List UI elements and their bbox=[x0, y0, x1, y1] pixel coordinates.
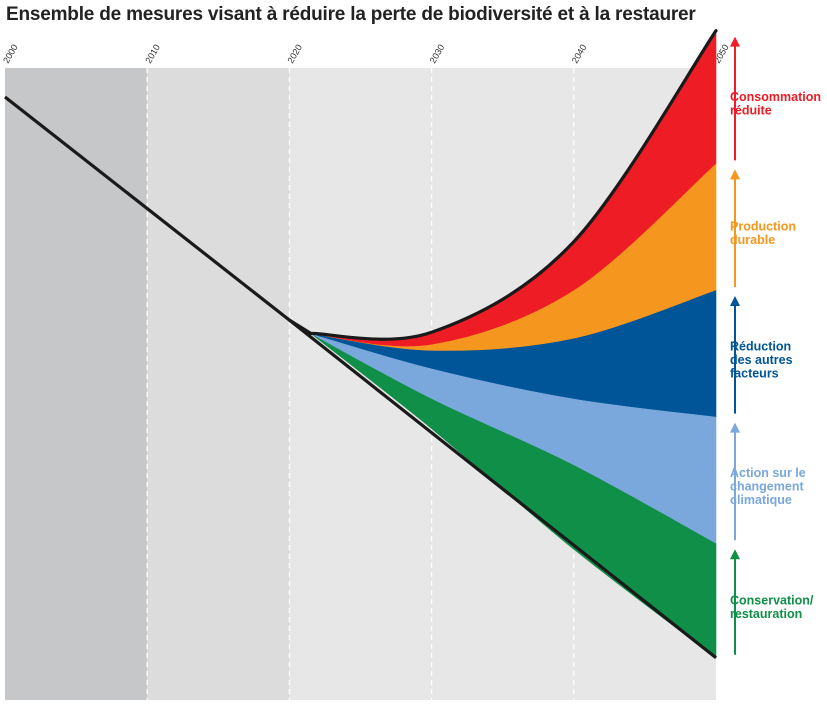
legend-label-3: Production durable bbox=[730, 219, 796, 247]
x-tick-label-2040: 2040 bbox=[570, 43, 589, 65]
x-tick-label-2020: 2020 bbox=[285, 43, 304, 65]
period-band-2010-2020 bbox=[147, 68, 290, 700]
chart-title: Ensemble de mesures visant à réduire la … bbox=[6, 4, 696, 25]
legend-arrow-head-0 bbox=[730, 549, 740, 560]
x-tick-label-2030: 2030 bbox=[428, 43, 447, 65]
legend-arrow-head-1 bbox=[730, 422, 740, 433]
upper-curve-line bbox=[287, 29, 718, 341]
period-band-2000-2010 bbox=[5, 68, 148, 700]
legend-arrow-head-3 bbox=[730, 169, 740, 180]
x-tick-label-2010: 2010 bbox=[143, 43, 162, 65]
legend-label-4: Consommation réduite bbox=[730, 90, 821, 118]
x-tick-label-2000: 2000 bbox=[1, 43, 20, 65]
legend-label-1: Action sur le changement climatique bbox=[730, 466, 806, 507]
legend-arrow-head-2 bbox=[730, 295, 740, 306]
legend-arrow-head-4 bbox=[730, 36, 740, 47]
legend-label-0: Conservation/restauration bbox=[730, 593, 814, 621]
legend-label-2: Réduction des autres facteurs bbox=[730, 339, 793, 380]
